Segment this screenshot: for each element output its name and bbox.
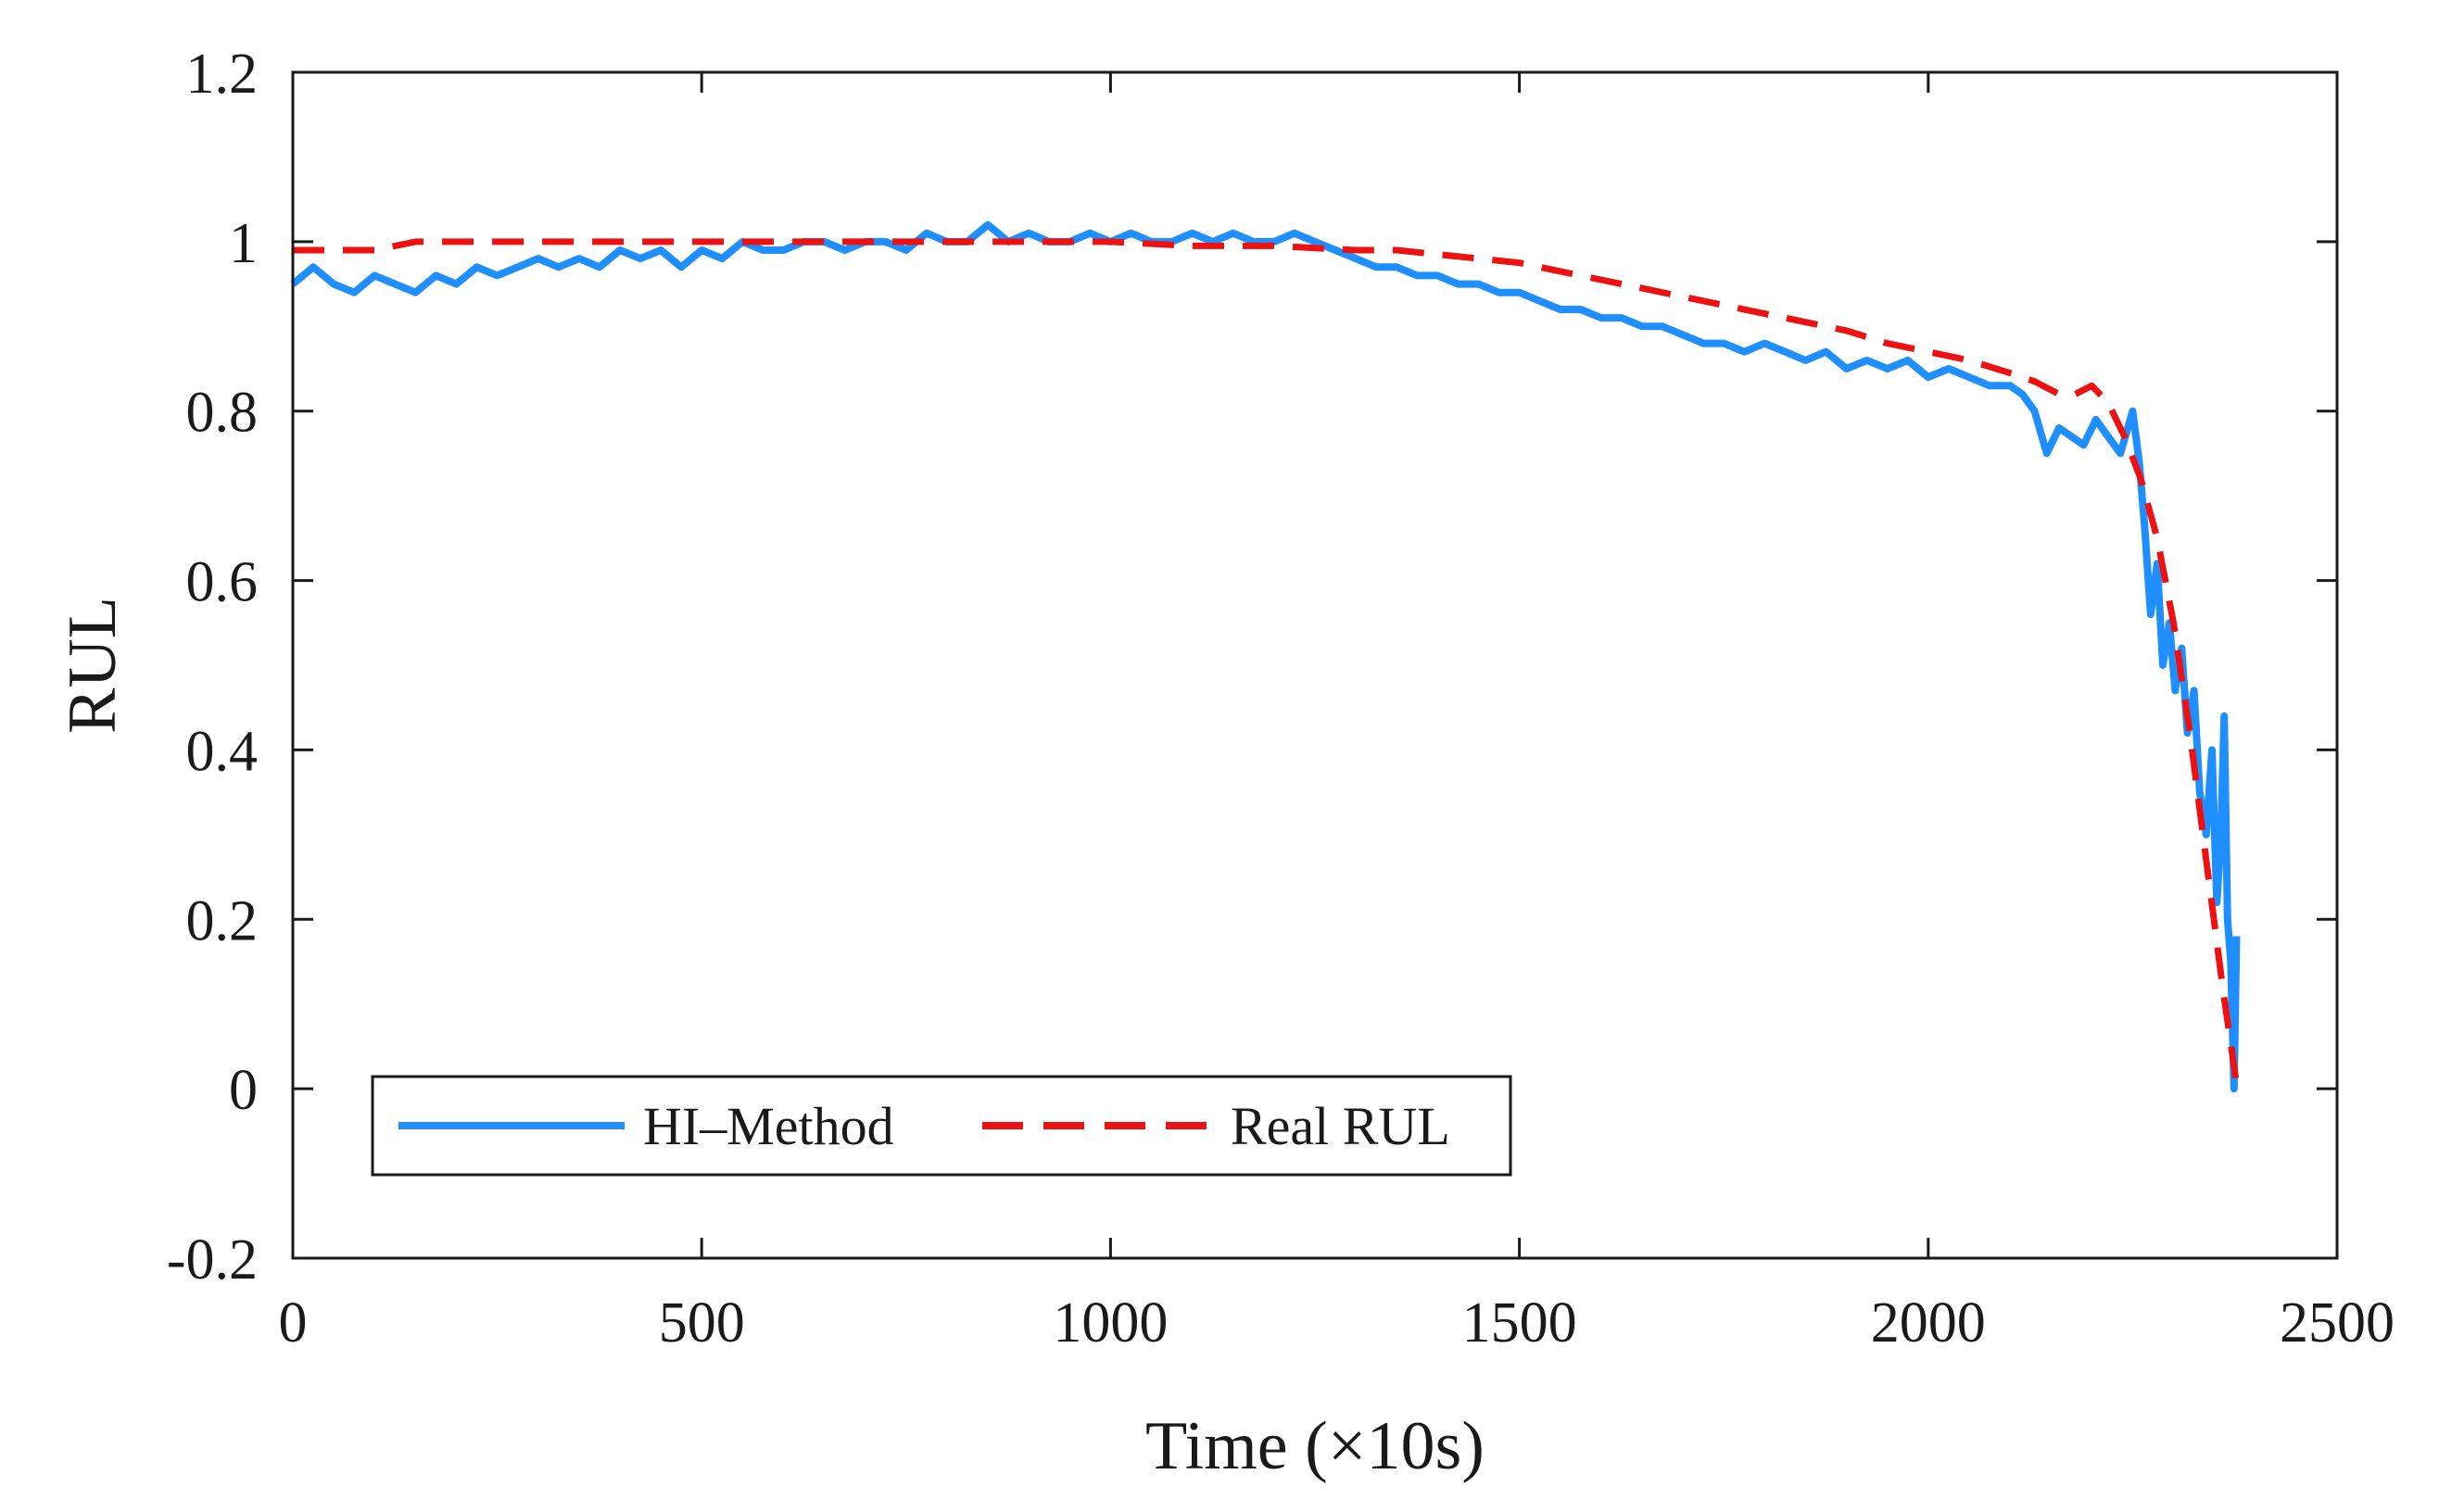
- axes-layer: 0 500 1000 1500 2000 2500 -0.2 0 0.2 0.4 0.6 0.8 1 1.…: [167, 43, 2395, 1354]
- x-tick-label: 2500: [2280, 1292, 2395, 1354]
- series-line-real-rul: [293, 238, 2241, 1090]
- y-tick-label: -0.2: [167, 1228, 258, 1292]
- y-tick-label: 0.2: [186, 889, 259, 952]
- y-axis-label: RUL: [55, 597, 131, 734]
- series-layer: [290, 220, 2241, 1093]
- series-line-hi-method: [290, 220, 2241, 1093]
- legend: HI–Method Real RUL: [371, 1075, 1512, 1177]
- plot-background: [293, 72, 2337, 1258]
- x-axis-label: Time (×10s): [1145, 1408, 1485, 1484]
- legend-label-hi-method: HI–Method: [643, 1096, 894, 1156]
- x-tick-label: 2000: [1871, 1292, 1986, 1354]
- y-tick-label: 1.2: [186, 43, 259, 106]
- plot-area: [293, 72, 2337, 1258]
- y-tick-label: 0.8: [186, 382, 259, 445]
- x-tick-label: 0: [279, 1292, 308, 1354]
- x-tick-label: 1000: [1053, 1292, 1168, 1354]
- x-tick-label: 1500: [1462, 1292, 1577, 1354]
- y-tick-label: 0: [229, 1059, 258, 1122]
- legend-label-real-rul: Real RUL: [1231, 1096, 1450, 1156]
- axes-frame: [291, 70, 2339, 1260]
- y-tick-label: 0.6: [186, 551, 259, 614]
- x-tick-label: 500: [659, 1292, 745, 1354]
- y-tick-label: 0.4: [186, 720, 259, 783]
- y-tick-label: 1: [229, 212, 258, 275]
